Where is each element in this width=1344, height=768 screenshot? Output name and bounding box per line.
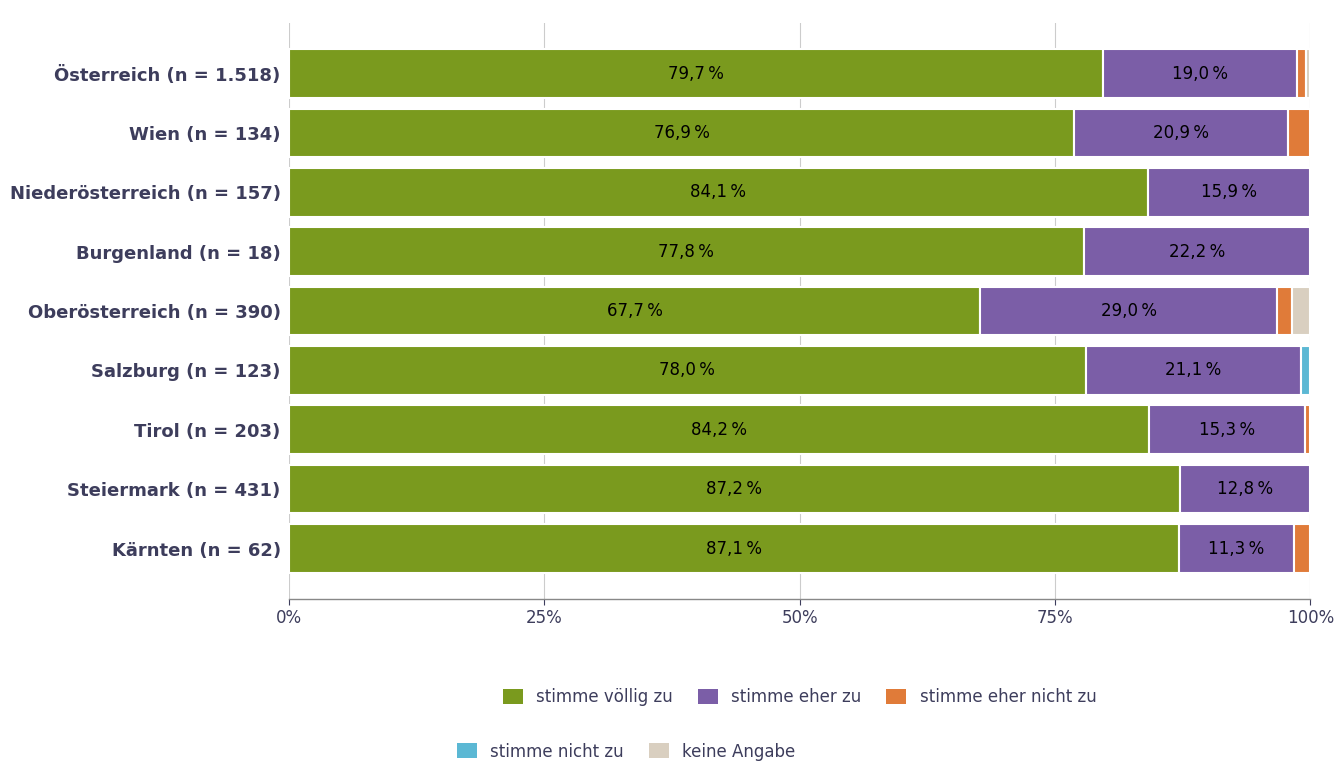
Bar <box>1180 465 1310 514</box>
Text: 87,1 %: 87,1 % <box>706 539 762 558</box>
Text: 22,2 %: 22,2 % <box>1169 243 1226 260</box>
Text: 84,2 %: 84,2 % <box>691 421 747 439</box>
Text: 19,0 %: 19,0 % <box>1172 65 1228 83</box>
Bar <box>1179 525 1294 573</box>
Bar <box>1074 108 1288 157</box>
Bar <box>289 227 1083 276</box>
Bar <box>289 525 1179 573</box>
Text: 29,0 %: 29,0 % <box>1101 302 1157 320</box>
Text: 79,7 %: 79,7 % <box>668 65 724 83</box>
Legend: stimme nicht zu, keine Angabe: stimme nicht zu, keine Angabe <box>457 743 796 760</box>
Bar <box>1294 525 1310 573</box>
Bar <box>289 286 981 336</box>
Bar <box>289 346 1086 395</box>
Text: 77,8 %: 77,8 % <box>659 243 714 260</box>
Bar <box>1148 168 1310 217</box>
Bar <box>1103 49 1297 98</box>
Bar <box>1149 406 1305 454</box>
Text: 12,8 %: 12,8 % <box>1216 480 1273 498</box>
Bar <box>289 49 1103 98</box>
Text: 11,3 %: 11,3 % <box>1208 539 1265 558</box>
Text: 84,1 %: 84,1 % <box>691 184 746 201</box>
Text: 87,2 %: 87,2 % <box>707 480 762 498</box>
Bar <box>289 168 1148 217</box>
Text: 15,3 %: 15,3 % <box>1199 421 1255 439</box>
Text: 15,9 %: 15,9 % <box>1202 184 1257 201</box>
Bar <box>1292 286 1310 336</box>
Bar <box>1305 406 1310 454</box>
Bar <box>1306 49 1310 98</box>
Text: 76,9 %: 76,9 % <box>653 124 710 142</box>
Bar <box>981 286 1277 336</box>
Bar <box>1297 49 1306 98</box>
Bar <box>1288 108 1310 157</box>
Text: 20,9 %: 20,9 % <box>1153 124 1210 142</box>
Bar <box>1083 227 1310 276</box>
Bar <box>1301 346 1310 395</box>
Bar <box>289 108 1074 157</box>
Bar <box>289 406 1149 454</box>
Text: 67,7 %: 67,7 % <box>606 302 663 320</box>
Bar <box>1277 286 1292 336</box>
Bar <box>1086 346 1301 395</box>
Text: 78,0 %: 78,0 % <box>660 362 715 379</box>
Text: 21,1 %: 21,1 % <box>1165 362 1222 379</box>
Bar <box>289 465 1180 514</box>
